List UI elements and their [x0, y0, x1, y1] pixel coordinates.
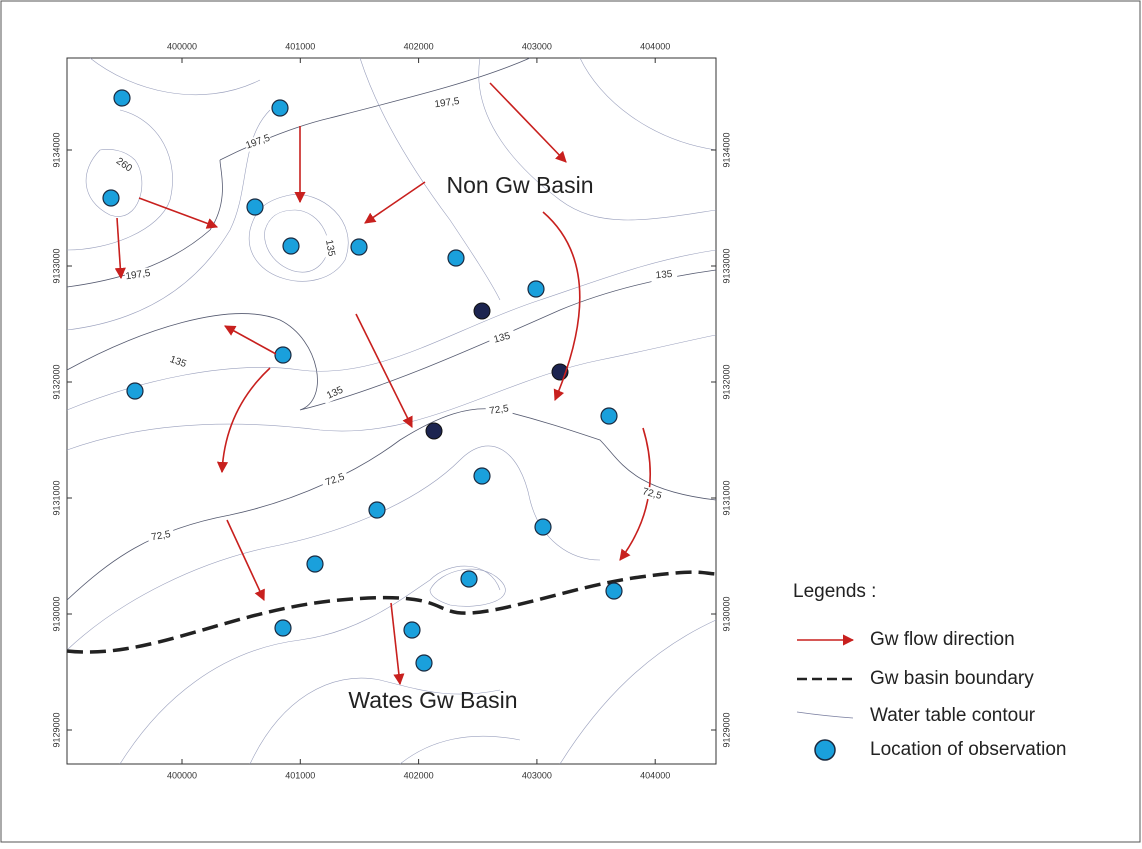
y-tick-label: 9130000: [721, 596, 731, 631]
contour-label: 72,5: [150, 529, 172, 543]
observation-point-dark: [425, 422, 443, 440]
observation-point: [350, 238, 368, 256]
y-tick-label: 9129000: [721, 712, 731, 747]
contour-label: 135: [323, 239, 337, 258]
observation-point: [403, 621, 421, 639]
y-tick-label: 9131000: [51, 480, 61, 515]
x-tick-label: 402000: [404, 770, 434, 780]
observation-point: [274, 619, 292, 637]
observation-point: [473, 467, 491, 485]
observation-point-dark: [473, 302, 491, 320]
contour-label-bg: [147, 527, 175, 545]
x-tick-label: 400000: [167, 41, 197, 51]
contour-label: 197,5: [434, 96, 461, 110]
observation-point: [600, 407, 618, 425]
observation-point: [368, 501, 386, 519]
observation-point: [527, 280, 545, 298]
y-tick-label: 9133000: [51, 248, 61, 283]
legend-item: Gw basin boundary: [870, 668, 1034, 689]
x-tick-label: 403000: [522, 41, 552, 51]
observations: [102, 89, 623, 672]
observation-point: [113, 89, 131, 107]
y-tick-label: 9134000: [721, 132, 731, 167]
contour-label-bg: [163, 351, 193, 373]
y-tick-label: 9130000: [51, 596, 61, 631]
legend-item: Water table contour: [870, 705, 1036, 726]
observation-point: [534, 518, 552, 536]
observation-point: [415, 654, 433, 672]
legend-observation: [814, 739, 836, 761]
contour-label: 72,5: [489, 403, 510, 417]
contour-label-bg: [320, 469, 350, 491]
contour-label-bg: [243, 131, 273, 153]
y-tick-label: 9131000: [721, 480, 731, 515]
y-tick-label: 9132000: [51, 364, 61, 399]
observation-point: [271, 99, 289, 117]
contour-label-bg: [485, 402, 513, 418]
observation-point: [605, 582, 623, 600]
contour-label: 197,5: [125, 268, 152, 282]
legend-title: Legends :: [793, 581, 876, 602]
y-tick-label: 9134000: [51, 132, 61, 167]
legend-item: Location of observation: [870, 739, 1066, 760]
x-tick-label: 404000: [640, 41, 670, 51]
contour-label-bg: [433, 95, 461, 111]
legend-contour: [796, 711, 854, 719]
flow-arrows: [114, 82, 651, 686]
observation-point: [306, 555, 324, 573]
x-tick-label: 401000: [285, 41, 315, 51]
y-tick-label: 9132000: [721, 364, 731, 399]
x-tick-label: 400000: [167, 770, 197, 780]
contour-label-bg: [637, 484, 667, 504]
contour-label: 72,5: [641, 486, 663, 502]
contour-label-bg: [321, 234, 339, 262]
annotation: Non Gw Basin: [446, 172, 593, 198]
x-tick-label: 401000: [285, 770, 315, 780]
legend-item: Gw flow direction: [870, 629, 1015, 650]
y-tick-label: 9129000: [51, 712, 61, 747]
contours: [66, 57, 717, 765]
contour-label-bg: [124, 267, 152, 283]
observation-point: [460, 570, 478, 588]
contour-label-bg: [109, 152, 139, 178]
annotation: Wates Gw Basin: [348, 687, 517, 713]
observation-point: [274, 346, 292, 364]
x-tick-label: 402000: [404, 41, 434, 51]
contour-label-bg: [320, 382, 350, 404]
observation-point: [126, 382, 144, 400]
observation-point: [246, 198, 264, 216]
y-tick-label: 9133000: [721, 248, 731, 283]
basin-boundary: [66, 570, 717, 654]
map-frame: [66, 57, 717, 765]
contour-label-bg: [487, 328, 517, 348]
x-tick-label: 403000: [522, 770, 552, 780]
contour-label: 135: [655, 269, 673, 281]
contour-label-bg: [650, 267, 678, 283]
observation-point: [447, 249, 465, 267]
legend: Legends : Gw flow direction Gw basin bou…: [793, 581, 1066, 761]
contour-label: 135: [493, 331, 512, 346]
observation-point: [282, 237, 300, 255]
observation-point: [102, 189, 120, 207]
x-tick-label: 404000: [640, 770, 670, 780]
